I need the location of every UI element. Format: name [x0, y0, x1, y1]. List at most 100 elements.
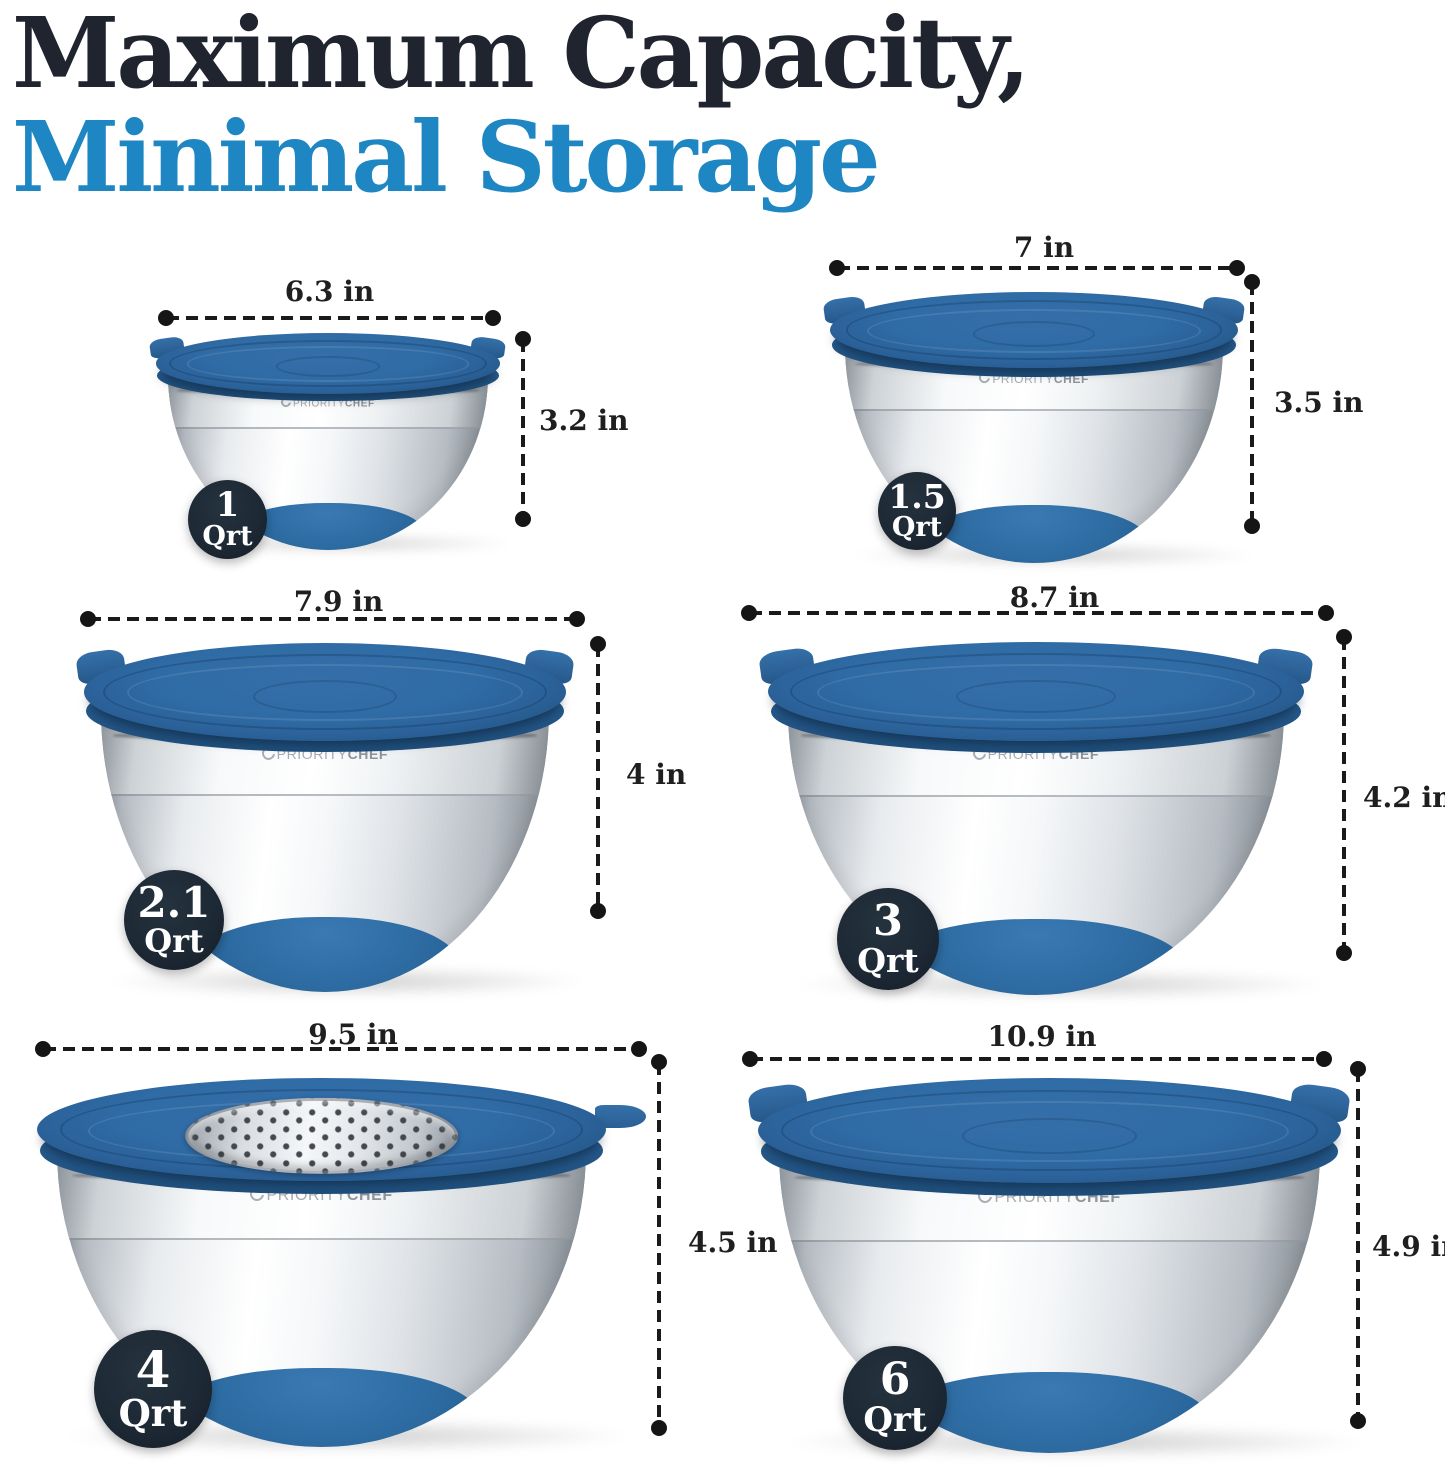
- dimension-endpoint-dot: [651, 1054, 667, 1070]
- dimension-endpoint-dot: [741, 605, 757, 621]
- dimension-endpoint-dot: [1318, 605, 1334, 621]
- dimension-endpoint-dot: [631, 1041, 647, 1057]
- lid-ring: [810, 1101, 1289, 1162]
- width-dimension-line: [158, 310, 501, 326]
- width-dimension-line: [741, 605, 1334, 621]
- capacity-unit: Qrt: [863, 1399, 927, 1440]
- lid-ring: [846, 300, 1222, 360]
- bowl-lid: [36, 1078, 647, 1194]
- lid-ring: [103, 653, 547, 730]
- height-dimension-line: [651, 1054, 667, 1436]
- lid-center-circle: [955, 679, 1117, 714]
- height-dimension-label: 3.2 in: [539, 404, 629, 437]
- dimension-endpoint-dot: [651, 1420, 667, 1436]
- dimension-endpoint-dot: [1316, 1051, 1332, 1067]
- capacity-unit: Qrt: [118, 1391, 188, 1436]
- lid-top-surface: [757, 1078, 1342, 1183]
- bowl-lid: [822, 292, 1246, 377]
- title-line-2: Minimal Storage: [12, 99, 881, 214]
- lid-spout-tab-icon: [594, 1104, 647, 1128]
- capacity-badge: 3 Qrt: [837, 888, 939, 990]
- mixing-bowl-photo: PRIORITYCHEF: [747, 1078, 1371, 1459]
- bowl-nonslip-base: [920, 504, 1148, 563]
- width-dimension-label: 9.5 in: [308, 1018, 398, 1051]
- lid-center-circle: [252, 680, 398, 714]
- height-dimension-line: [590, 636, 606, 919]
- lid-ring: [781, 1089, 1318, 1172]
- capacity-badge: 1 Qrt: [188, 480, 267, 559]
- dimension-endpoint-dot: [515, 331, 531, 347]
- width-dimension-label: 7 in: [1013, 231, 1075, 264]
- height-dimension-line: [515, 331, 531, 527]
- grater-insert-icon: [184, 1097, 459, 1174]
- dimension-endpoint-dot: [742, 1051, 758, 1067]
- capacity-badge: 4 Qrt: [94, 1330, 212, 1448]
- height-dimension-label: 3.5 in: [1274, 386, 1364, 419]
- dimension-endpoint-dot: [590, 903, 606, 919]
- width-dimension-label: 6.3 in: [284, 275, 375, 308]
- capacity-value: 1: [215, 484, 240, 525]
- capacity-badge: 1.5 Qrt: [878, 472, 956, 550]
- capacity-unit: Qrt: [202, 521, 253, 553]
- capacity-value: 1.5: [888, 476, 946, 516]
- capacity-badge: 6 Qrt: [843, 1346, 947, 1450]
- width-dimension-line: [742, 1051, 1332, 1067]
- dimension-endpoint-dot: [1336, 629, 1352, 645]
- page-title: Maximum Capacity, Minimal Storage: [12, 0, 1031, 214]
- bowl-lid: [149, 333, 507, 402]
- dimension-endpoint-dot: [158, 310, 174, 326]
- title-line-1: Maximum Capacity,: [12, 0, 1031, 110]
- capacity-value: 3: [873, 896, 903, 947]
- brand-logo: PRIORITYCHEF: [168, 394, 488, 410]
- dimension-endpoint-dot: [35, 1041, 51, 1057]
- bowl-lid: [74, 643, 576, 753]
- capacity-value: 2.1: [137, 878, 211, 928]
- capacity-unit: Qrt: [144, 921, 204, 960]
- lid-center-circle: [972, 320, 1096, 347]
- capacity-value: 6: [879, 1354, 911, 1406]
- lid-top-surface: [830, 292, 1238, 368]
- bowl-lid: [747, 1078, 1352, 1196]
- height-dimension-label: 4.2 in: [1363, 781, 1445, 814]
- capacity-badge: 2.1 Qrt: [124, 870, 224, 970]
- width-dimension-label: 10.9 in: [987, 1020, 1097, 1053]
- width-dimension-line: [35, 1041, 647, 1057]
- bowl-lid: [758, 642, 1314, 753]
- dimension-endpoint-dot: [1350, 1061, 1366, 1077]
- dimension-endpoint-dot: [1244, 518, 1260, 534]
- width-dimension-line: [829, 260, 1245, 276]
- capacity-unit: Qrt: [857, 940, 919, 980]
- lid-ring: [789, 652, 1283, 730]
- dimension-endpoint-dot: [569, 611, 585, 627]
- bowl-nonslip-base: [190, 916, 460, 992]
- lid-center-circle: [276, 356, 380, 377]
- bowl-nonslip-base: [162, 1367, 481, 1447]
- lid-center-circle: [962, 1117, 1137, 1154]
- width-dimension-label: 8.7 in: [1009, 581, 1100, 614]
- dimension-endpoint-dot: [829, 260, 845, 276]
- lid-ring: [866, 308, 1202, 353]
- height-dimension-label: 4.9 in: [1372, 1230, 1445, 1263]
- height-dimension-line: [1244, 274, 1260, 534]
- lid-top-surface: [155, 333, 501, 394]
- dimension-endpoint-dot: [1229, 260, 1245, 276]
- dimension-endpoint-dot: [80, 611, 96, 627]
- capacity-value: 4: [135, 1339, 171, 1399]
- dimension-endpoint-dot: [1350, 1413, 1366, 1429]
- height-dimension-label: 4.5 in: [688, 1226, 778, 1259]
- lid-ring: [186, 346, 470, 382]
- width-dimension-label: 7.9 in: [293, 585, 384, 618]
- dimension-endpoint-dot: [1244, 274, 1260, 290]
- mixing-bowl-photo: PRIORITYCHEF: [758, 642, 1331, 1001]
- capacity-unit: Qrt: [891, 512, 943, 544]
- dimension-endpoint-dot: [515, 511, 531, 527]
- height-dimension-line: [1350, 1061, 1366, 1429]
- lid-ring: [127, 664, 523, 722]
- brand-suffix: CHEF: [345, 398, 375, 410]
- brand-prefix: PRIORITY: [293, 398, 346, 410]
- width-dimension-line: [80, 611, 585, 627]
- dimension-endpoint-dot: [485, 310, 501, 326]
- height-dimension-label: 4 in: [626, 758, 687, 791]
- lid-ring: [816, 663, 1256, 722]
